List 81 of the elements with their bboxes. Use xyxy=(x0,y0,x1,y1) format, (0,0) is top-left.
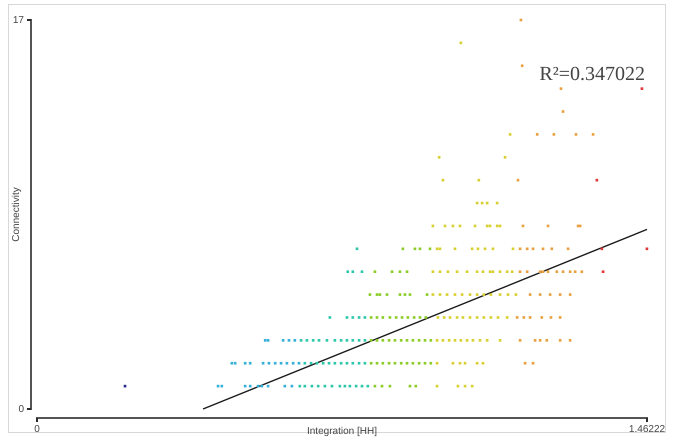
point xyxy=(406,270,408,274)
point xyxy=(406,339,408,342)
point xyxy=(566,248,570,250)
point xyxy=(376,362,378,365)
point xyxy=(216,384,220,388)
point xyxy=(418,248,422,250)
point xyxy=(351,316,354,319)
point xyxy=(424,339,426,342)
point xyxy=(326,339,328,342)
point xyxy=(404,293,406,296)
point xyxy=(288,339,290,342)
point xyxy=(418,316,422,319)
point xyxy=(520,18,522,22)
point xyxy=(428,248,432,250)
point xyxy=(346,339,348,342)
point xyxy=(408,293,412,296)
point xyxy=(412,316,416,319)
point xyxy=(532,248,534,250)
point xyxy=(408,384,412,388)
point xyxy=(124,384,126,388)
x-tick-label: 1.46222 xyxy=(628,424,666,436)
point xyxy=(298,362,300,365)
point xyxy=(328,362,330,365)
point xyxy=(562,270,564,274)
point xyxy=(364,316,366,319)
point xyxy=(376,339,378,342)
point xyxy=(400,316,404,319)
point xyxy=(424,316,428,319)
point xyxy=(360,270,364,274)
point xyxy=(558,316,562,319)
point xyxy=(398,293,402,296)
point xyxy=(390,270,394,274)
point xyxy=(546,270,550,274)
point xyxy=(560,87,562,90)
point xyxy=(382,316,384,319)
point xyxy=(300,339,302,342)
annotation: R²=0.347022 xyxy=(539,63,645,85)
y-tick-label: 17 xyxy=(12,15,24,26)
point xyxy=(550,316,552,319)
point xyxy=(516,178,520,182)
point xyxy=(358,362,360,365)
point xyxy=(574,133,578,136)
point xyxy=(376,316,378,319)
point xyxy=(380,384,384,388)
point xyxy=(386,293,388,296)
point xyxy=(268,362,270,365)
point xyxy=(394,339,396,342)
point xyxy=(346,362,348,365)
point xyxy=(376,293,378,296)
point xyxy=(358,316,360,319)
point xyxy=(346,316,348,319)
point xyxy=(426,293,428,296)
point xyxy=(562,110,564,113)
point xyxy=(528,316,532,319)
point xyxy=(388,316,392,319)
point xyxy=(398,270,402,274)
x-axis-title: Integration [HH] xyxy=(306,426,378,437)
point xyxy=(540,316,544,319)
point xyxy=(414,248,416,250)
point xyxy=(388,384,392,388)
point xyxy=(406,362,408,365)
point xyxy=(330,384,334,388)
point xyxy=(532,362,534,365)
point xyxy=(394,316,398,319)
point xyxy=(522,316,526,319)
point xyxy=(280,362,282,365)
point xyxy=(370,316,372,319)
point xyxy=(522,224,524,228)
point xyxy=(328,316,332,319)
point xyxy=(516,316,518,319)
point xyxy=(358,339,360,342)
point xyxy=(318,339,320,342)
point xyxy=(424,362,426,365)
point xyxy=(546,224,550,228)
y-axis-title: Connectivity xyxy=(11,187,22,242)
point xyxy=(360,384,364,388)
point xyxy=(406,316,410,319)
point xyxy=(356,248,358,250)
point xyxy=(542,248,544,250)
point xyxy=(542,270,544,274)
point xyxy=(394,362,396,365)
